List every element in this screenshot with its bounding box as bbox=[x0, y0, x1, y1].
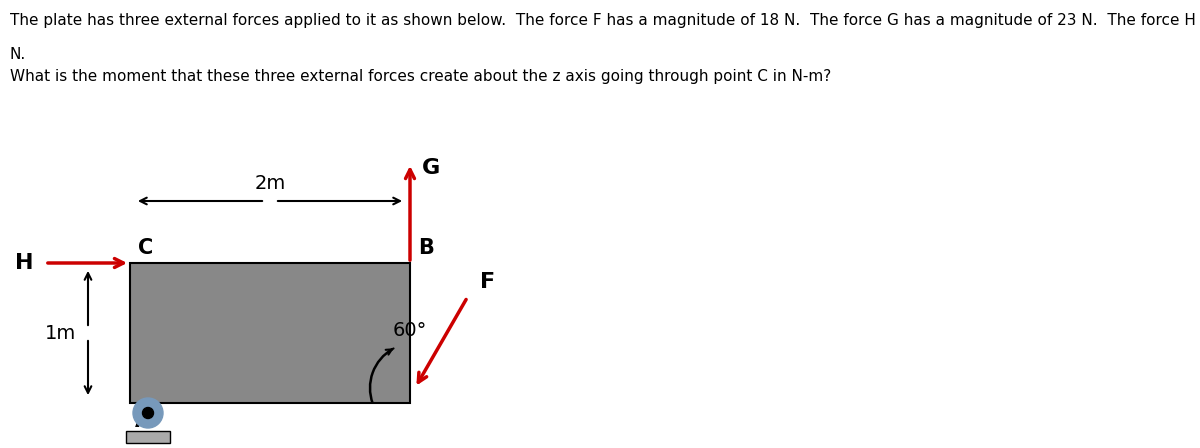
Circle shape bbox=[133, 398, 163, 428]
Text: A: A bbox=[134, 411, 151, 431]
Text: 1m: 1m bbox=[44, 323, 76, 343]
Text: G: G bbox=[422, 158, 440, 178]
Bar bbox=[130, 263, 410, 403]
Text: B: B bbox=[418, 238, 434, 258]
Text: C: C bbox=[138, 238, 154, 258]
Text: H: H bbox=[14, 253, 34, 273]
Text: The plate has three external forces applied to it as shown below.  The force F h: The plate has three external forces appl… bbox=[10, 13, 1200, 28]
Text: 60°: 60° bbox=[392, 321, 427, 340]
Bar bbox=[126, 431, 170, 443]
Text: F: F bbox=[480, 272, 494, 292]
Text: 2m: 2m bbox=[254, 174, 286, 193]
Text: N.: N. bbox=[10, 47, 26, 62]
Text: What is the moment that these three external forces create about the z axis goin: What is the moment that these three exte… bbox=[10, 69, 830, 84]
Circle shape bbox=[143, 408, 154, 418]
